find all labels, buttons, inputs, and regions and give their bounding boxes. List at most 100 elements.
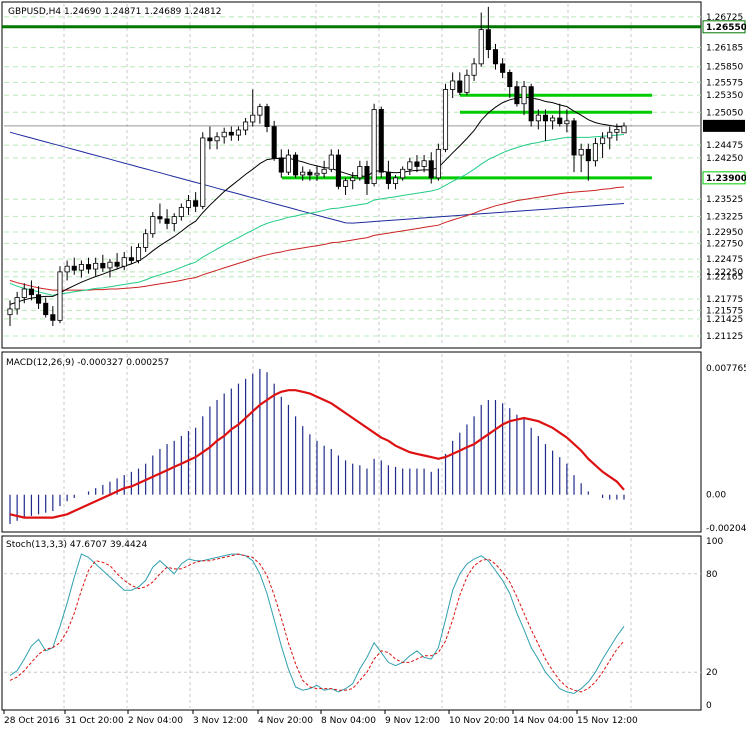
candle bbox=[542, 114, 549, 122]
time-tick-label: 3 Nov 12:00 bbox=[193, 716, 248, 726]
symbol-header: GBPUSD,H4 1.24690 1.24871 1.24689 1.2481… bbox=[8, 7, 221, 17]
candle bbox=[293, 154, 299, 176]
candle bbox=[364, 166, 370, 184]
candle bbox=[71, 265, 77, 271]
candle bbox=[50, 314, 56, 321]
price-tick-label: 1.25050 bbox=[706, 108, 743, 118]
candle bbox=[421, 160, 427, 167]
candle bbox=[400, 168, 406, 179]
candle bbox=[414, 161, 420, 167]
time-tick-label: 14 Nov 04:00 bbox=[513, 716, 574, 726]
candle bbox=[428, 160, 434, 179]
candle bbox=[214, 136, 220, 142]
current-price-label: 1.24812 bbox=[706, 122, 743, 132]
stoch-tick-label: 20 bbox=[706, 668, 718, 678]
candle bbox=[43, 302, 49, 316]
candle bbox=[307, 171, 313, 176]
sr-price-label: 1.26550 bbox=[706, 23, 746, 33]
macd-tick-label: 0.007765 bbox=[706, 364, 746, 374]
candle bbox=[85, 264, 92, 270]
candle bbox=[571, 120, 577, 156]
candle bbox=[143, 233, 149, 248]
macd-signal-line bbox=[9, 389, 625, 519]
candle bbox=[392, 177, 399, 184]
macd-tick-label: 0.00 bbox=[706, 491, 726, 501]
macd-tick-label: -0.002044 bbox=[706, 524, 746, 534]
stoch-signal-line bbox=[9, 553, 625, 693]
candle bbox=[357, 166, 363, 179]
candle bbox=[407, 161, 413, 170]
candle bbox=[14, 297, 20, 310]
candle bbox=[528, 86, 534, 122]
ma-mid-line bbox=[9, 134, 625, 296]
price-tick-label: 1.21575 bbox=[706, 306, 743, 316]
candle bbox=[385, 171, 391, 184]
price-tick-label: 1.23525 bbox=[706, 195, 743, 205]
candle bbox=[135, 246, 142, 261]
candle bbox=[100, 262, 106, 269]
sr-price-tag bbox=[702, 20, 746, 34]
price-tick-label: 1.25850 bbox=[706, 63, 743, 73]
candle bbox=[93, 262, 99, 270]
candle bbox=[621, 125, 627, 134]
time-tick-label: 31 Oct 20:00 bbox=[65, 716, 124, 726]
macd-panel[interactable] bbox=[1, 351, 702, 533]
candle bbox=[614, 128, 620, 133]
grid bbox=[4, 4, 701, 708]
candle bbox=[578, 148, 584, 156]
time-tick-label: 9 Nov 12:00 bbox=[385, 716, 440, 726]
sr-price-tag bbox=[702, 171, 746, 185]
time-tick-label: 10 Nov 20:00 bbox=[449, 716, 510, 726]
stoch-tick-label: 100 bbox=[706, 537, 723, 547]
candle bbox=[450, 80, 456, 90]
candle bbox=[350, 177, 356, 182]
candle bbox=[28, 288, 34, 296]
price-tick-label: 1.24475 bbox=[706, 141, 743, 151]
price-tick-label: 1.21425 bbox=[706, 315, 743, 325]
candle bbox=[243, 121, 249, 131]
candle bbox=[78, 264, 84, 271]
price-axis: 1.26725 1.26185 1.25850 1.25575 1.25350 1.250… bbox=[702, 13, 746, 711]
candle bbox=[335, 154, 341, 187]
time-tick-label: 15 Nov 12:00 bbox=[577, 716, 638, 726]
candle bbox=[478, 29, 484, 65]
candle bbox=[21, 288, 27, 298]
candle bbox=[600, 137, 606, 145]
candle bbox=[64, 265, 70, 273]
candle bbox=[200, 137, 206, 207]
stoch-panel[interactable] bbox=[1, 535, 702, 711]
candle bbox=[471, 63, 477, 76]
time-tick-label: 4 Nov 20:00 bbox=[258, 716, 313, 726]
macd-layer bbox=[9, 368, 625, 525]
candle bbox=[228, 131, 234, 136]
price-tick-label: 1.26185 bbox=[706, 44, 743, 54]
candle bbox=[464, 74, 470, 93]
candle bbox=[271, 126, 277, 159]
candle bbox=[128, 257, 134, 261]
price-tick-label: 1.23225 bbox=[706, 212, 743, 222]
candle bbox=[521, 86, 527, 105]
stoch-tick-label: 0 bbox=[706, 701, 712, 711]
ma-long-line bbox=[9, 131, 625, 224]
candle bbox=[178, 207, 184, 218]
price-tick-label: 1.21775 bbox=[706, 295, 743, 305]
price-tick-label: 1.22165 bbox=[706, 273, 743, 283]
candle bbox=[485, 29, 491, 51]
price-tick-label: 1.21125 bbox=[706, 332, 743, 342]
price-tick-label: 1.25350 bbox=[706, 91, 743, 101]
time-tick-label: 8 Nov 04:00 bbox=[321, 716, 376, 726]
current-price-tag bbox=[703, 119, 745, 132]
candle bbox=[314, 172, 320, 176]
candle bbox=[492, 49, 499, 65]
candle bbox=[278, 157, 284, 173]
candle bbox=[564, 120, 570, 125]
candle bbox=[585, 148, 591, 162]
sr-price-label: 1.23900 bbox=[706, 174, 746, 184]
candle bbox=[321, 168, 327, 174]
time-tick-label: 28 Oct 2016 bbox=[4, 716, 60, 726]
candle bbox=[550, 117, 556, 122]
candle bbox=[328, 154, 334, 170]
price-tick-label: 1.22475 bbox=[706, 255, 743, 265]
candle bbox=[500, 63, 506, 73]
